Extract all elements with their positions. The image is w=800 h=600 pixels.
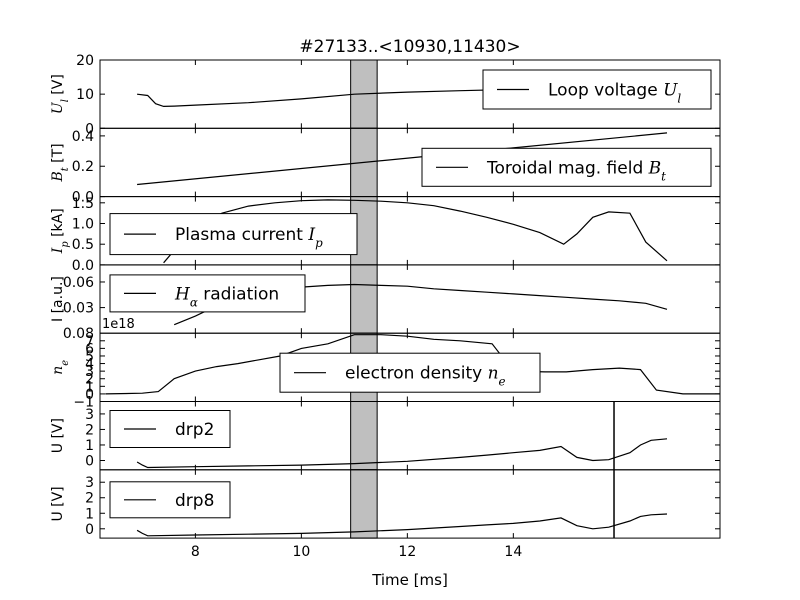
y-axis-label: Ul [V]	[50, 74, 71, 114]
y-tick-label: 0	[85, 453, 94, 469]
legend-label: electron density ne	[345, 364, 506, 389]
y-tick-label: 1	[85, 379, 94, 395]
legend: Plasma current Ip	[109, 213, 358, 256]
axes-frame	[99, 469, 721, 539]
y-tick-label: 1.0	[72, 217, 94, 233]
y-tick-label: 0.2	[72, 159, 94, 175]
x-axis: 8 10 12 14	[191, 544, 522, 560]
y-tick-label: 1.5	[72, 196, 94, 212]
panel-3: 0.0 0.5 1.0 1.5Ip [kA] Plasma current Ip	[50, 196, 721, 274]
legend-label: drp2	[175, 420, 214, 440]
x-axis-label: Time [ms]	[371, 571, 448, 589]
series-line	[163, 199, 668, 264]
y-axis-label: Bt [T]	[50, 143, 71, 182]
x-tick-label: 12	[398, 544, 416, 560]
legend: Loop voltage Ul	[482, 69, 712, 110]
series-line	[136, 513, 668, 537]
highlight-band	[350, 264, 378, 334]
legend-label: Hα radiation	[174, 284, 279, 309]
y-tick-label: 5	[85, 349, 94, 365]
x-tick-label: 8	[191, 544, 200, 560]
legend-label: drp8	[175, 491, 214, 511]
y-tick-label: 0	[85, 387, 94, 403]
y-tick-label: 0.0	[72, 258, 94, 274]
y-tick-label: 2	[85, 422, 94, 438]
x-tick-label: 14	[504, 544, 522, 560]
y-axis-label: I [a.u.]	[50, 276, 66, 322]
legend-label: Toroidal mag. field Bt	[486, 158, 666, 183]
y-tick-label: 7	[85, 334, 94, 350]
y-tick-label: 10	[76, 87, 94, 103]
chart-title: #27133..<10930,11430>	[299, 37, 520, 57]
y-tick-label: 0	[85, 121, 94, 137]
offset-label: 1e18	[102, 317, 135, 332]
panel-4: 0.03 0.06 0.08 I [a.u.] Hα radiation	[50, 264, 721, 342]
y-tick-label: 1	[85, 506, 94, 522]
legend-label: Plasma current Ip	[175, 225, 323, 250]
highlight-band	[350, 401, 378, 471]
y-axis-label: Ip [kA]	[50, 208, 71, 254]
y-tick-label: 3	[85, 407, 94, 423]
legend-box	[421, 147, 712, 187]
legend: Toroidal mag. field Bt	[421, 147, 712, 187]
legend: drp2	[109, 410, 231, 448]
y-tick-label: 1	[85, 438, 94, 454]
series-line	[137, 132, 668, 186]
y-tick-label: 2	[85, 372, 94, 388]
y-tick-label: 0.4	[72, 129, 94, 145]
y-tick-label: 0.5	[72, 237, 94, 253]
y-tick-label: 2	[85, 491, 94, 507]
legend: drp8	[109, 481, 231, 519]
y-tick-label: 0	[85, 522, 94, 538]
y-tick-label: 0.03	[63, 301, 94, 317]
series-line	[105, 334, 720, 395]
y-tick-label: 0.0	[72, 190, 94, 206]
legend: Hα radiation	[109, 274, 306, 313]
y-axis-label: ne	[50, 360, 71, 375]
panel-1: 0 10 20 Ul [V] Loop voltage Ul	[50, 53, 721, 137]
legend: electron density ne	[279, 352, 541, 393]
y-tick-label: 3	[85, 475, 94, 491]
y-tick-label: 20	[76, 53, 94, 69]
panel-2: 0.0 0.2 0.4Bt [T] Toroidal mag. field Bt	[50, 127, 721, 206]
x-tick-label: 10	[292, 544, 310, 560]
highlight-band	[350, 469, 378, 539]
legend-label: Loop voltage Ul	[548, 81, 681, 106]
y-tick-label: 3	[85, 364, 94, 380]
y-tick-label: 4	[85, 357, 94, 373]
y-tick-label: −1	[73, 395, 94, 411]
y-axis-label: U [V]	[50, 486, 66, 521]
y-tick-label: 6	[85, 341, 94, 357]
y-axis-label: U [V]	[50, 418, 66, 453]
y-tick-label: 0.08	[63, 326, 94, 342]
series-line	[136, 438, 668, 469]
y-tick-label: 0.06	[63, 275, 94, 291]
